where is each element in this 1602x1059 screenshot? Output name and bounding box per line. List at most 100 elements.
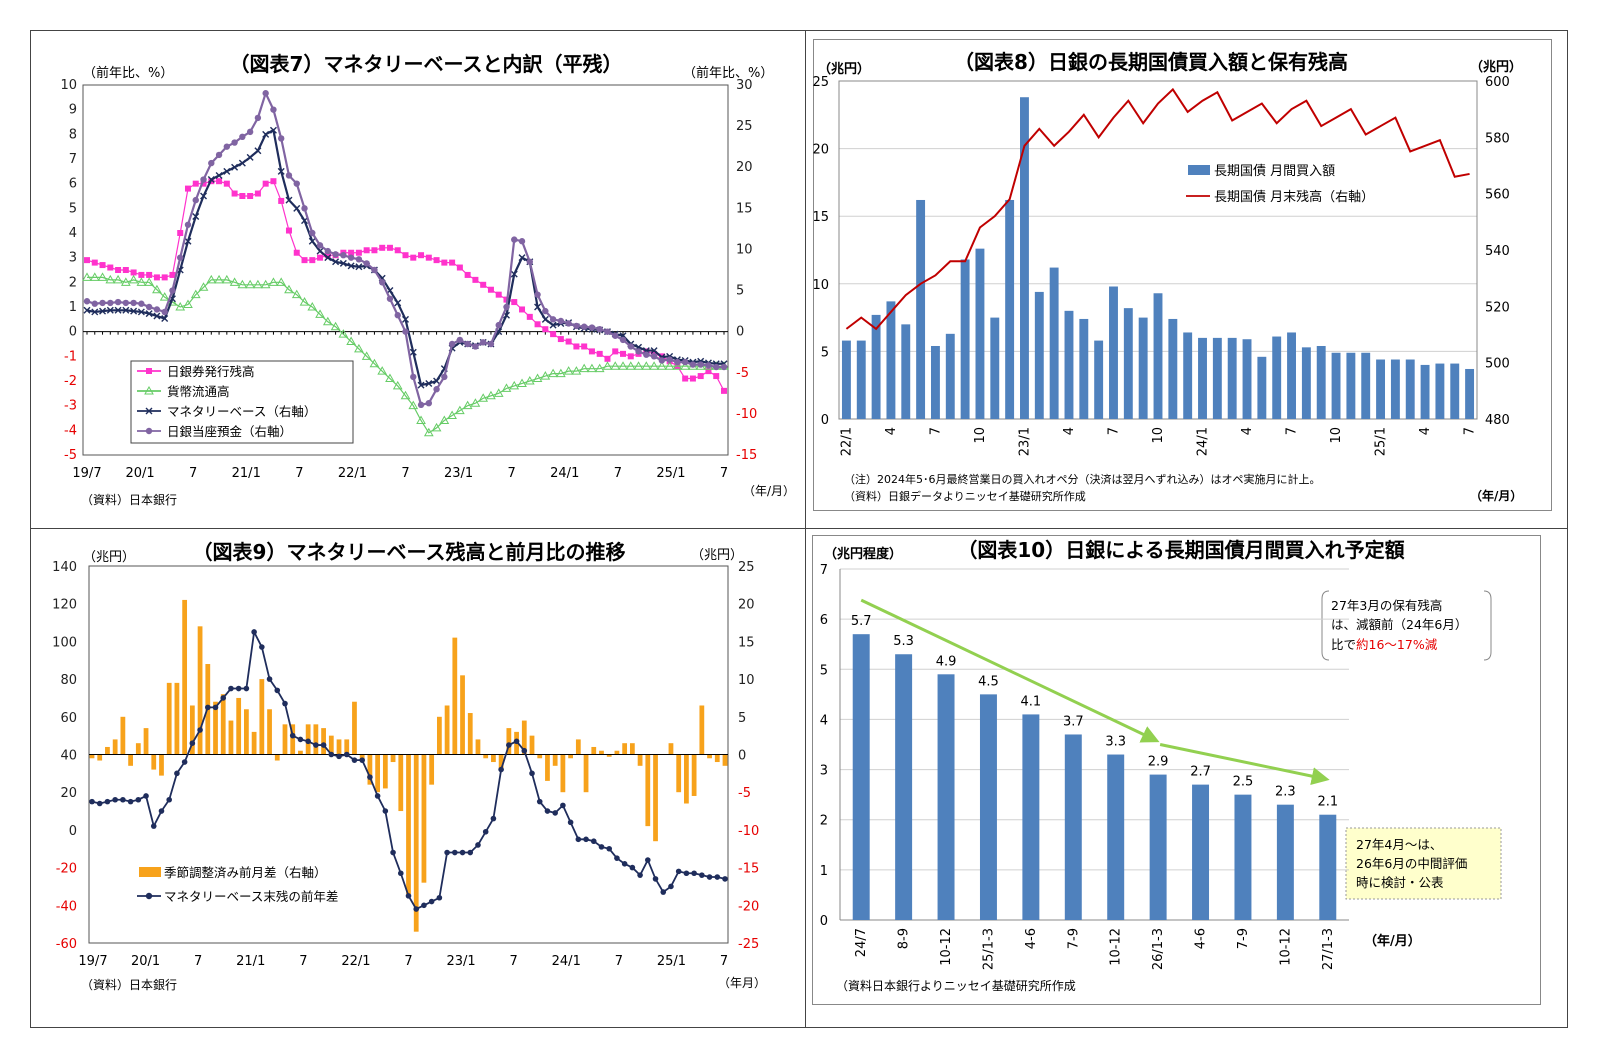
chart7-point-2 [153,312,161,320]
chart9-bar [714,754,720,763]
chart7-point-3 [114,298,122,306]
chart7-point-0 [487,286,494,293]
chart9-bar [151,754,157,770]
chart7-point-1 [361,351,372,360]
chart7-right-tick: 0 [736,325,744,340]
chart9-legend-symbol-0-swatch [139,867,161,877]
chart9-x-tick: 23/1 [446,954,475,969]
chart7-point-0 [410,254,417,261]
chart7-point-3 [239,133,246,140]
chart9-point [637,872,643,878]
chart9-bar [166,682,172,755]
chart7-left-unit: （前年比、%） [83,65,173,81]
chart9-bar [251,731,257,755]
chart7-point-3 [681,358,689,366]
chart7-point-1 [610,361,621,370]
chart7-point-3 [231,139,238,146]
chart7-point-1 [400,390,411,400]
chart7-point-0 [363,247,370,254]
chart7-point-3 [511,236,518,243]
chart7-point-3 [378,279,386,286]
panel-divider-vertical [805,30,806,1028]
chart7-point-3 [441,373,448,381]
chart7-right-tick: 15 [736,201,753,216]
chart7-point-3 [91,300,98,307]
chart9-point [521,747,528,754]
chart7-point-1 [82,272,92,281]
chart7-point-1 [540,371,551,380]
chart7-point-0 [216,178,223,185]
chart9-point [89,798,95,805]
chart8-bar [1138,317,1148,419]
chart8-bar [1376,359,1386,419]
chart10-bar [1107,754,1125,920]
chart7-point-2 [223,167,231,175]
chart9-left-tick: 80 [60,673,77,688]
chart7-point-1 [416,415,426,424]
chart7-point-1 [385,373,395,383]
chart10-x-tick: 7-9 [1236,928,1251,949]
chart9-point [289,732,296,739]
chart7-point-0 [480,281,487,288]
chart9-point [683,870,690,877]
chart7-point-1 [672,361,683,370]
chart8-bar [886,301,896,419]
chart9-point [228,685,234,692]
chart7-point-2 [433,377,441,385]
chart9-bar [668,743,674,755]
chart7-point-1 [97,272,108,281]
chart9-bar [135,743,141,755]
chart7-point-1 [447,410,457,420]
chart7-point-0 [604,355,611,362]
chart7-point-2 [518,254,526,262]
chart9-x-tick: 22/1 [341,954,370,969]
chart7-point-0 [534,321,541,328]
chart7-point-3 [557,317,565,325]
chart7-point-1 [548,368,558,378]
chart9-point [459,849,466,856]
chart7-point-0 [581,343,588,350]
chart8-x-tick: 10 [973,427,988,444]
chart7-x-tick: 7 [189,466,197,481]
chart7-point-3 [386,295,394,302]
chart7-point-3 [130,299,137,307]
chart7-point-1 [214,274,224,284]
chart9-bar [421,754,427,883]
chart8-x-tick: 4 [1418,427,1433,435]
chart9-legend-label-1: マネタリーベース末残の前年差 [164,889,338,904]
chart8-bar [1212,337,1222,419]
chart9-title: （図表9）マネタリーベース残高と前月比の推移 [193,540,626,564]
chart7-point-1 [206,274,217,284]
chart7-right-unit: （前年比、%） [683,65,773,81]
chart7-right-tick: 25 [736,119,753,134]
chart8-x-tick: 24/1 [1196,427,1211,456]
chart9-point [544,808,551,814]
chart7-point-1 [284,284,294,294]
chart7-point-1 [408,400,419,410]
chart7-left-tick: 10 [60,78,77,93]
chart10-left-tick: 6 [820,613,828,628]
chart7-legend-box [130,360,354,444]
chart7-left-tick: 6 [69,177,77,192]
chart8-left-unit: （兆円） [818,61,870,77]
chart7-point-1 [470,398,481,407]
chart7-point-1 [571,366,582,375]
chart8-bar [1405,359,1415,419]
chart7-x-tick: 20/1 [125,466,154,481]
chart7-source: （資料）日本銀行 [81,493,177,507]
callout1-line3: 比で約16～17%減 [1331,637,1438,652]
chart9-right-tick: 20 [738,598,755,613]
chart10-left-tick: 2 [820,814,828,829]
chart9-bar [460,675,465,755]
chart8-bar [1257,356,1267,419]
chart9-bar [282,724,288,755]
chart7-point-1 [649,361,659,370]
chart7-point-3 [643,351,650,358]
callout1-line2: は、減額前（24年6月） [1331,617,1467,632]
chart9-point [374,793,381,799]
chart8-left-tick: 5 [821,345,829,360]
chart7-point-3 [410,373,417,381]
chart8-left-tick: 0 [821,413,829,428]
chart7-point-0 [254,190,261,197]
chart7-legend-symbol-2-marker [145,407,153,415]
